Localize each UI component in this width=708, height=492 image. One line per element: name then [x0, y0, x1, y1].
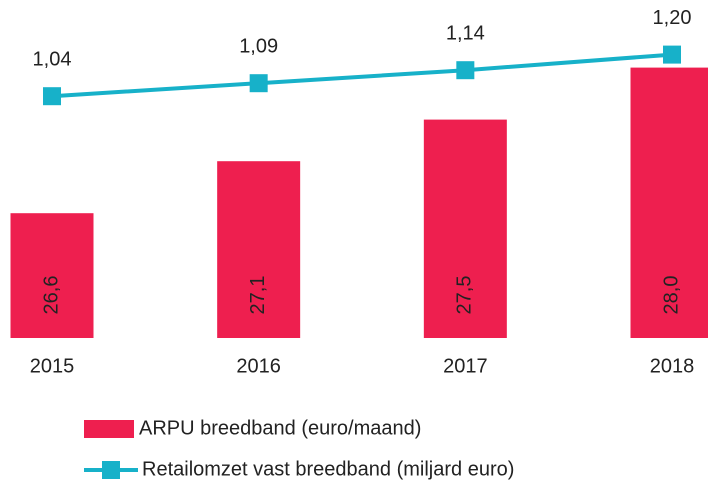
x-tick-label: 2017	[443, 355, 488, 377]
line-marker	[456, 61, 475, 80]
x-tick-label: 2015	[30, 355, 75, 377]
legend-swatch-marker	[102, 461, 120, 479]
line-marker	[249, 74, 268, 93]
line-value-label: 1,20	[653, 7, 692, 29]
line-marker	[663, 45, 681, 64]
line	[51, 52, 673, 99]
legend-swatch	[84, 420, 134, 438]
line-value-label: 1,04	[33, 48, 72, 70]
bar-value-label: 28,0	[660, 276, 682, 315]
line-value-label: 1,09	[239, 35, 278, 57]
legend-label: Retailomzet vast breedband (miljard euro…	[142, 458, 514, 480]
bar	[630, 67, 708, 338]
line-marker	[43, 87, 61, 106]
bar	[217, 161, 301, 338]
bar	[10, 213, 94, 338]
bar	[423, 119, 507, 338]
bar-value-label: 27,5	[454, 276, 476, 315]
bar-value-label: 26,6	[40, 276, 62, 315]
x-tick-label: 2018	[650, 355, 695, 377]
bar-value-label: 27,1	[247, 276, 269, 315]
line-value-label: 1,14	[446, 22, 485, 44]
legend-label: ARPU breedband (euro/maand)	[139, 417, 421, 439]
x-tick-label: 2016	[236, 355, 281, 377]
